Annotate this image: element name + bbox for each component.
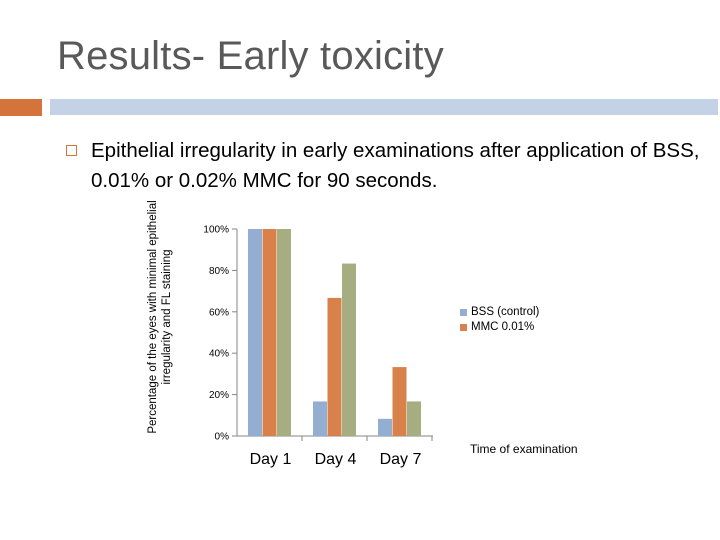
- x-category-label: Day 7: [380, 451, 422, 468]
- legend-label-bss: BSS (control): [471, 306, 540, 318]
- legend-swatch-bss: [460, 309, 467, 316]
- legend-item-mmc001: MMC 0.01%: [460, 320, 580, 335]
- chart-legend: BSS (control) MMC 0.01%: [460, 305, 580, 335]
- legend-item-bss: BSS (control): [460, 305, 580, 320]
- bar-series-2-day-1: [277, 229, 291, 436]
- y-tick-label: 100%: [203, 225, 229, 236]
- x-category-label: Day 4: [315, 451, 357, 468]
- bar-series-0-day-1: [248, 229, 262, 436]
- y-tick-label: 0%: [215, 432, 230, 443]
- bar-series-1-day-7: [392, 367, 407, 436]
- y-tick-label: 80%: [209, 266, 229, 277]
- bar-series-2-day-7: [407, 401, 421, 436]
- legend-label-mmc001: MMC 0.01%: [471, 321, 535, 333]
- y-tick-label: 40%: [209, 349, 229, 360]
- x-axis-label: Time of examination: [470, 442, 578, 456]
- legend-swatch-mmc001: [460, 324, 467, 331]
- accent-bar: [50, 99, 718, 115]
- y-tick-label: 20%: [209, 390, 229, 401]
- y-tick-label: 60%: [209, 307, 229, 318]
- bar-series-0-day-4: [313, 401, 327, 436]
- bar-series-2-day-4: [342, 263, 356, 436]
- x-category-label: Day 1: [250, 451, 292, 468]
- bar-series-0-day-7: [378, 418, 392, 436]
- bar-series-1-day-1: [262, 229, 277, 436]
- bullet-square-icon: [66, 145, 77, 156]
- accent-block: [0, 99, 42, 116]
- bar-series-1-day-4: [327, 297, 342, 436]
- bullet-text: Epithelial irregularity in early examina…: [91, 139, 700, 192]
- slide-title: Results- Early toxicity: [57, 34, 444, 78]
